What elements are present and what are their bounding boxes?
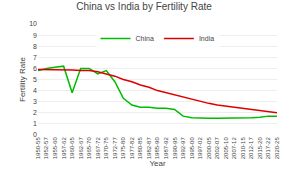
svg-text:0: 0 [33,131,37,138]
svg-text:1962-67: 1962-67 [78,137,84,160]
svg-text:1967-72: 1967-72 [95,137,101,160]
svg-text:2000-05: 2000-05 [206,137,212,160]
svg-text:2010-15: 2010-15 [240,137,246,160]
svg-text:3: 3 [33,98,37,105]
svg-text:1990-95: 1990-95 [172,137,178,160]
svg-text:1977-82: 1977-82 [129,137,135,160]
svg-text:2015-20: 2015-20 [257,137,263,160]
svg-text:1952-57: 1952-57 [43,137,49,160]
svg-text:1992-97: 1992-97 [180,137,186,160]
svg-text:1960-65: 1960-65 [69,137,75,160]
svg-text:China: China [136,35,154,42]
svg-text:1997-02: 1997-02 [197,137,203,160]
svg-text:1987-92: 1987-92 [163,137,169,160]
svg-text:2017-22: 2017-22 [265,137,271,160]
svg-text:1970-75: 1970-75 [103,137,109,160]
svg-text:2007-12: 2007-12 [231,137,237,160]
svg-text:1982-87: 1982-87 [146,137,152,160]
svg-text:Fertility Rate: Fertility Rate [18,57,27,102]
svg-text:1985-90: 1985-90 [154,137,160,160]
svg-text:1975-80: 1975-80 [120,137,126,160]
svg-text:1980-85: 1980-85 [137,137,143,160]
svg-text:10: 10 [29,20,37,27]
svg-text:2020-25: 2020-25 [274,137,280,160]
svg-text:9: 9 [33,32,37,39]
svg-text:2012-17: 2012-17 [248,137,254,160]
svg-text:7: 7 [33,54,37,61]
svg-text:1: 1 [33,120,37,127]
svg-text:8: 8 [33,43,37,50]
svg-text:1972-77: 1972-77 [112,137,118,160]
svg-text:India: India [199,35,214,42]
svg-text:1995-00: 1995-00 [189,137,195,160]
svg-text:4: 4 [33,87,37,94]
svg-text:2005-10: 2005-10 [223,137,229,160]
svg-text:1955-60: 1955-60 [52,137,58,160]
svg-text:2002-07: 2002-07 [214,137,220,160]
svg-text:6: 6 [33,65,37,72]
svg-text:2: 2 [33,109,37,116]
svg-text:1957-62: 1957-62 [61,137,67,160]
svg-text:1950-55: 1950-55 [35,137,41,160]
svg-text:5: 5 [33,76,37,83]
svg-text:China vs India by Fertility Ra: China vs India by Fertility Rate [76,1,212,12]
svg-text:1965-70: 1965-70 [86,137,92,160]
svg-text:Year: Year [149,159,166,168]
